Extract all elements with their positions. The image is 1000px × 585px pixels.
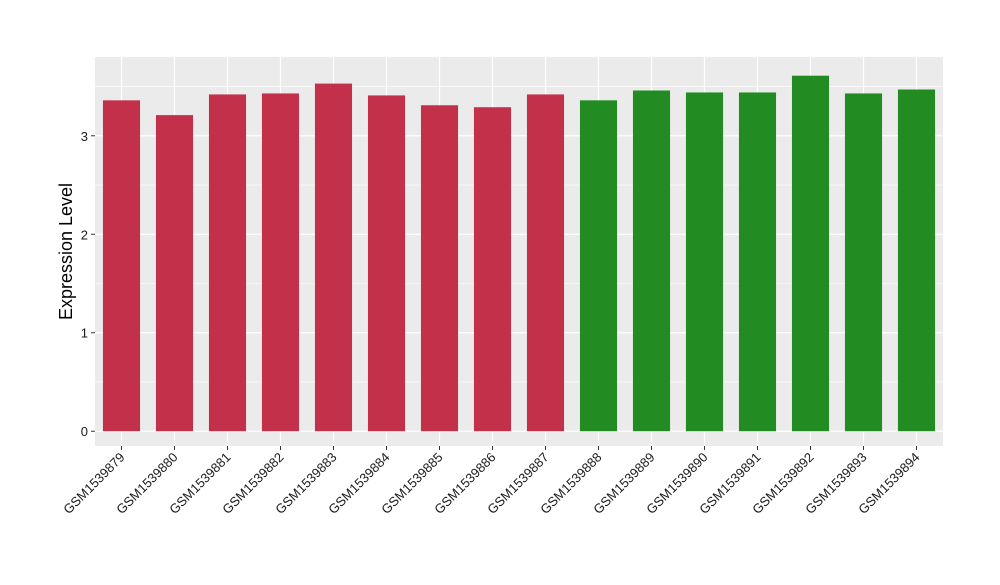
- bar-GSM1539883: [314, 83, 353, 432]
- bar-GSM1539880: [155, 115, 194, 432]
- y-axis-label: Expression Level: [56, 183, 76, 320]
- bar-GSM1539879: [102, 100, 141, 432]
- bar-GSM1539891: [738, 92, 777, 432]
- bar-GSM1539882: [261, 93, 300, 432]
- y-tick-label: 3: [81, 129, 88, 144]
- bar-GSM1539892: [791, 75, 830, 432]
- bar-GSM1539888: [579, 100, 618, 432]
- y-axis: 0 1 2 3: [81, 129, 95, 439]
- y-tick-label: 0: [81, 424, 88, 439]
- bar-GSM1539894: [897, 89, 936, 432]
- bar-GSM1539885: [420, 105, 459, 432]
- bar-GSM1539893: [844, 93, 883, 432]
- bar-GSM1539884: [367, 95, 406, 432]
- x-axis: GSM1539879GSM1539880GSM1539881GSM1539882…: [60, 446, 923, 517]
- y-tick-label: 2: [81, 227, 88, 242]
- bar-GSM1539886: [473, 107, 512, 432]
- bars: [102, 75, 936, 432]
- bar-GSM1539889: [632, 90, 671, 432]
- bar-GSM1539881: [208, 94, 247, 432]
- bar-GSM1539890: [685, 92, 724, 432]
- y-tick-label: 1: [81, 326, 88, 341]
- bar-GSM1539887: [526, 94, 565, 432]
